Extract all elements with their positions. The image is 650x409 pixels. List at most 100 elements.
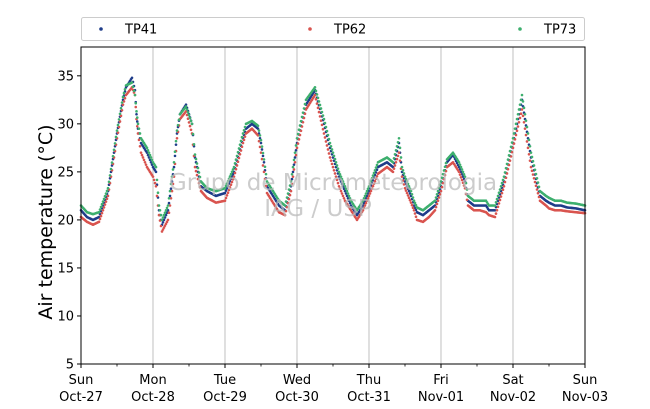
data-point [433, 209, 437, 212]
data-point [325, 144, 329, 147]
data-point [324, 125, 328, 129]
data-point [243, 135, 247, 138]
data-point [135, 112, 138, 116]
data-point [177, 118, 181, 121]
data-point [395, 157, 399, 161]
x-tick-label-day: Fri [433, 373, 449, 388]
data-point [526, 146, 530, 150]
data-point [264, 184, 268, 188]
data-point [289, 189, 293, 193]
data-point [193, 165, 197, 169]
data-point [136, 132, 140, 135]
data-point [519, 98, 523, 102]
data-point [146, 148, 150, 152]
data-point [531, 173, 535, 176]
data-point [236, 160, 240, 164]
data-point [323, 121, 327, 125]
data-point [506, 167, 510, 171]
data-point [116, 131, 120, 134]
data-point [364, 197, 368, 200]
data-point [301, 120, 305, 124]
data-point [165, 206, 169, 210]
legend-marker-TP62 [308, 27, 312, 31]
data-point [404, 182, 408, 186]
x-tick-label-date: Nov-02 [490, 390, 536, 405]
data-point [303, 102, 307, 106]
data-point [343, 184, 347, 188]
data-point [161, 221, 165, 224]
data-point [342, 197, 346, 200]
data-point [524, 119, 528, 122]
y-axis: 5 10 15 20 25 30 35 [57, 69, 81, 373]
data-point [299, 129, 303, 133]
data-point [165, 211, 169, 214]
data-point [230, 170, 234, 174]
data-point [137, 127, 141, 130]
data-point [440, 176, 444, 180]
data-point [175, 129, 179, 132]
data-point [121, 103, 125, 106]
data-point [187, 121, 191, 124]
data-point [325, 129, 329, 133]
series-TP62 [79, 86, 587, 233]
data-point [234, 167, 238, 171]
data-point [227, 188, 231, 192]
data-point [156, 191, 160, 194]
data-point [501, 178, 505, 182]
data-point [157, 213, 161, 217]
data-point [336, 181, 340, 185]
data-point [398, 159, 402, 162]
data-point [223, 191, 227, 195]
data-point [319, 119, 323, 122]
data-point [343, 189, 347, 193]
data-point [443, 173, 447, 177]
data-point [461, 170, 465, 174]
data-point [369, 184, 373, 188]
data-point [117, 125, 121, 129]
data-point [372, 171, 376, 175]
data-point [161, 228, 165, 231]
x-tick-label-day: Tue [213, 373, 236, 388]
data-point [121, 95, 125, 99]
data-point [135, 120, 139, 123]
data-point [413, 206, 417, 210]
data-point [100, 211, 104, 215]
data-point [362, 206, 366, 210]
data-point [99, 214, 103, 218]
data-point [517, 120, 521, 124]
data-point [115, 129, 119, 132]
data-point [147, 156, 151, 159]
data-point [535, 176, 539, 180]
data-point [186, 111, 190, 114]
data-point [529, 151, 533, 154]
data-point [498, 198, 502, 202]
data-point [496, 205, 500, 209]
data-point [228, 179, 232, 183]
data-point [231, 168, 235, 171]
data-point [333, 172, 337, 175]
data-point [155, 194, 159, 198]
data-point [329, 144, 333, 148]
data-point [457, 160, 461, 164]
data-point [258, 134, 262, 137]
data-point [187, 113, 191, 117]
data-point [171, 168, 175, 171]
data-point [293, 151, 297, 154]
data-point [397, 151, 401, 154]
data-point [347, 194, 351, 198]
data-point [119, 114, 123, 118]
data-point [412, 199, 416, 202]
data-point [520, 93, 524, 97]
data-point [327, 137, 331, 141]
data-point [162, 226, 166, 229]
data-point [370, 187, 374, 190]
data-point [396, 140, 400, 144]
data-point [292, 163, 296, 166]
data-point [411, 206, 415, 210]
x-tick-label-date: Nov-03 [562, 390, 608, 405]
data-point [123, 87, 127, 91]
data-point [226, 191, 230, 194]
data-point [114, 135, 118, 139]
data-point [242, 138, 246, 142]
data-point [494, 201, 498, 204]
